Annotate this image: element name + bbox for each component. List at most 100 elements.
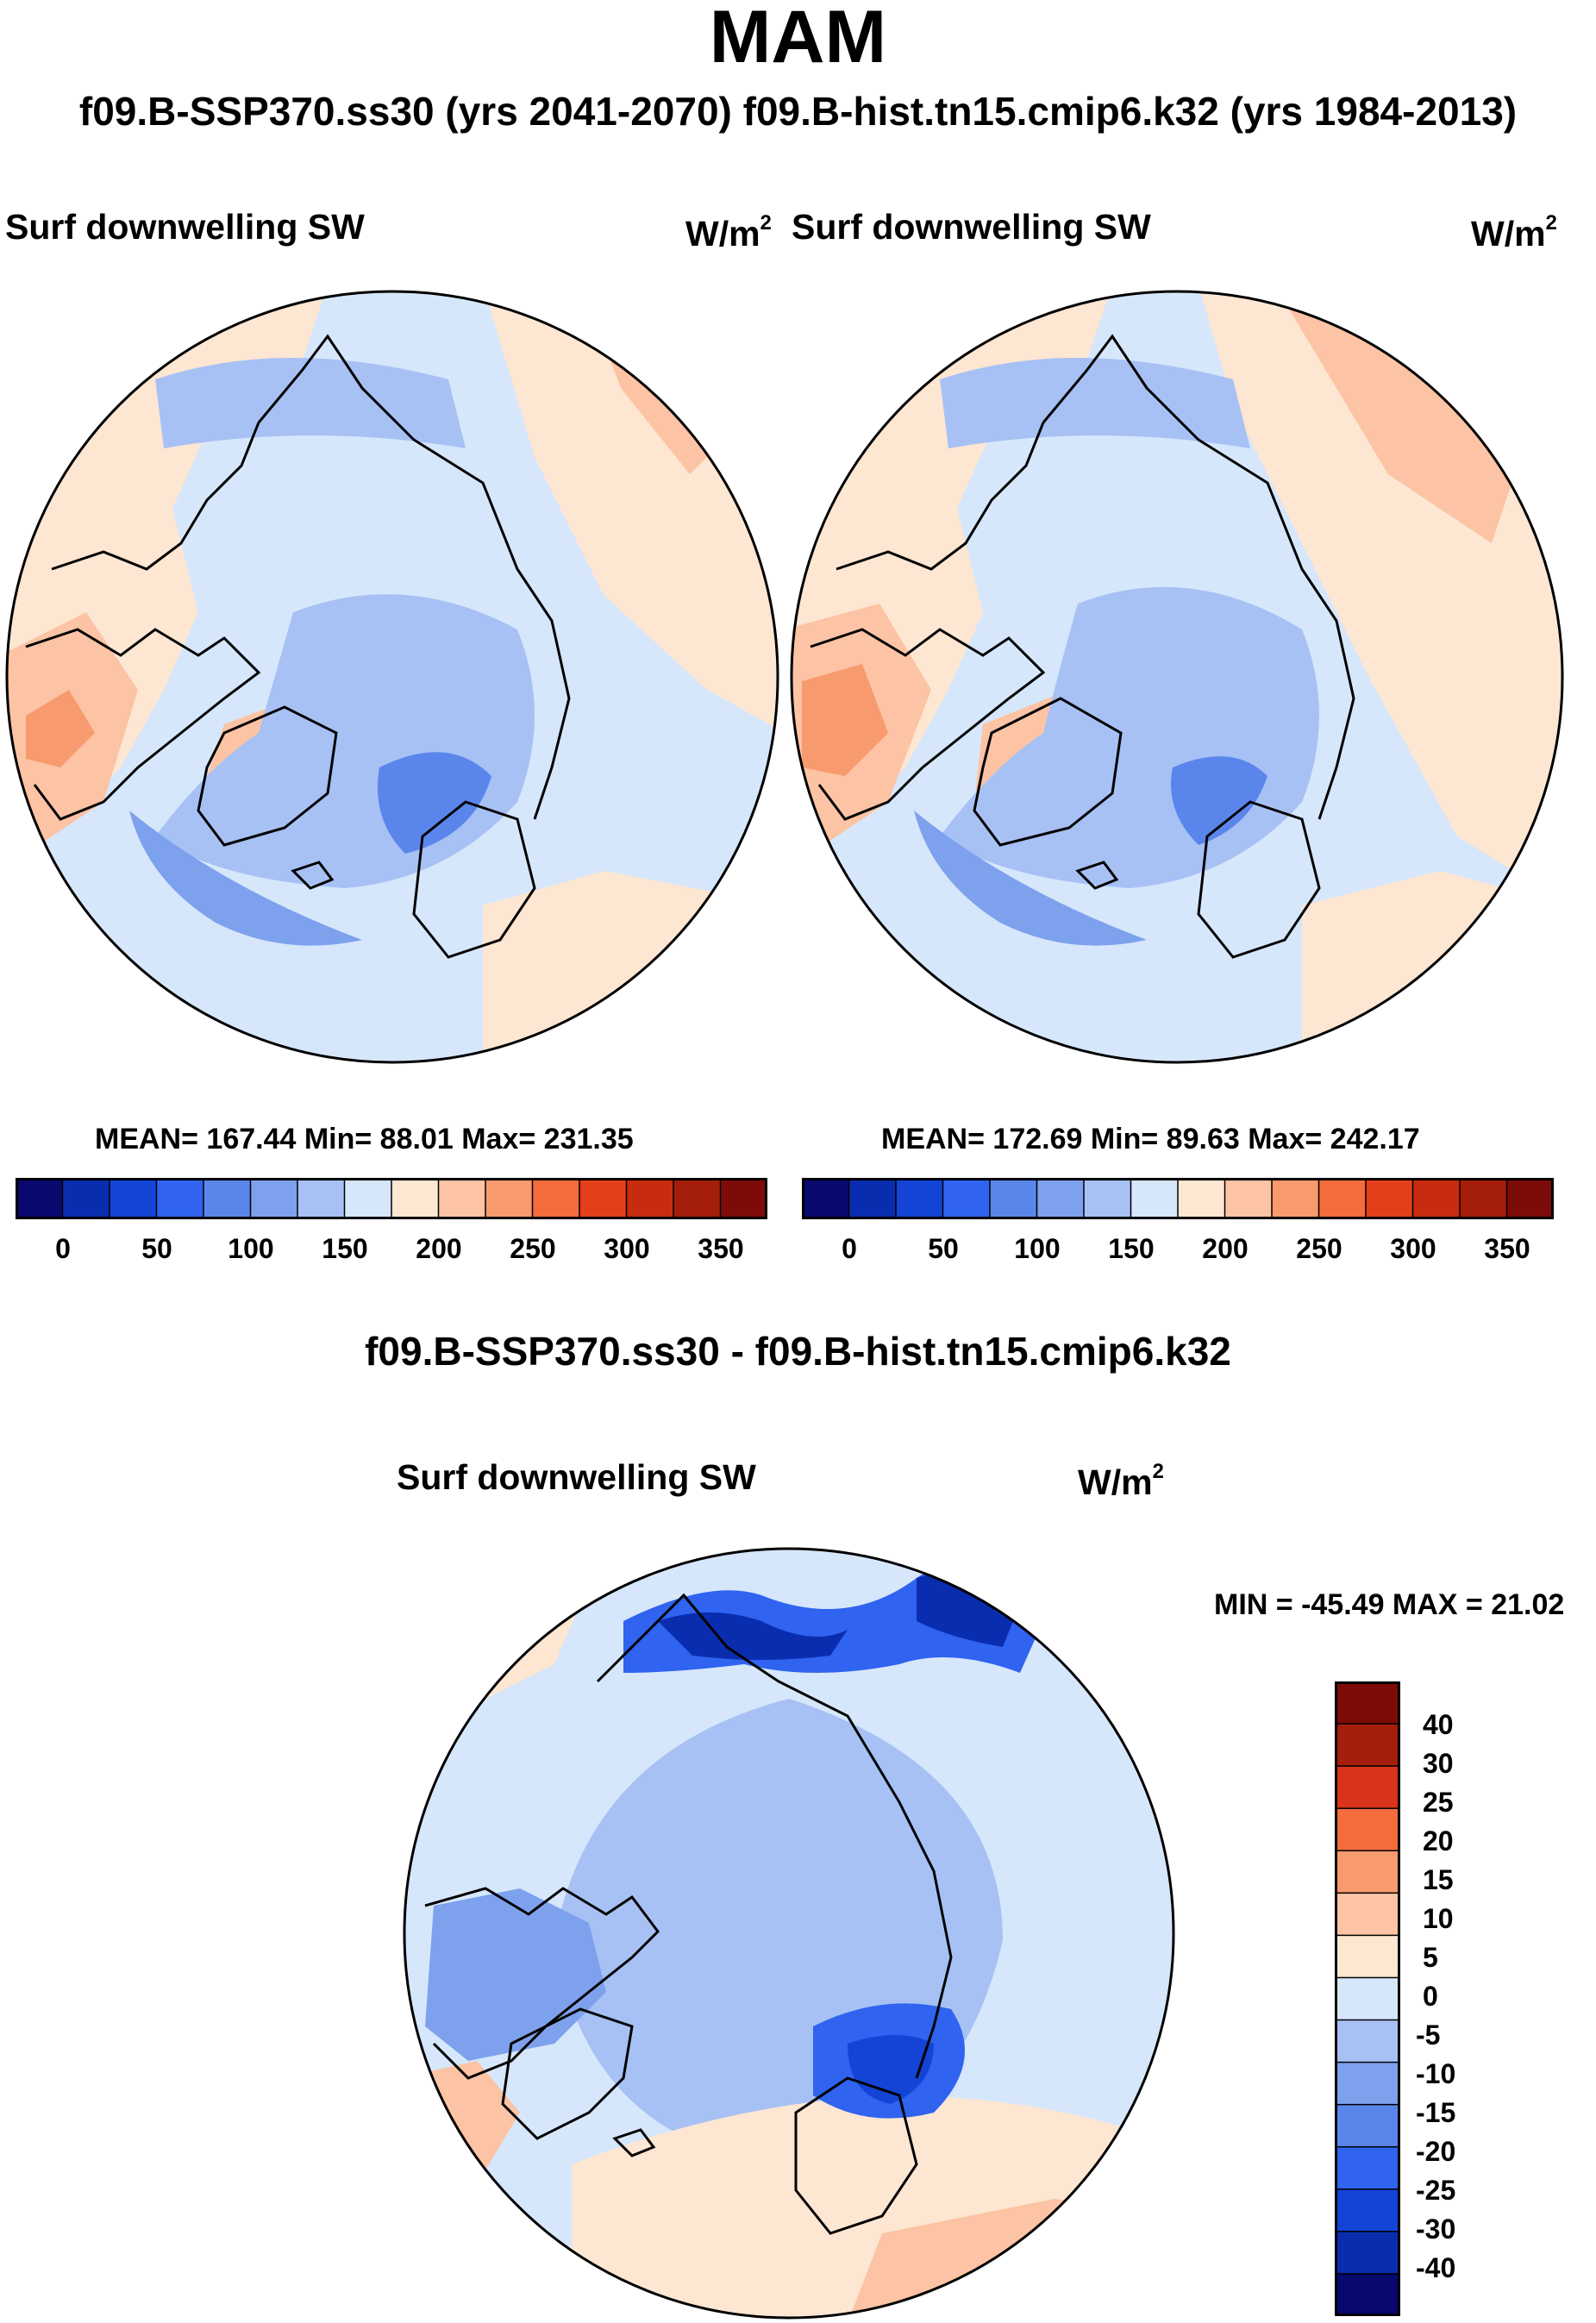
coastline-iceland xyxy=(1075,861,1119,890)
colorbar-cell xyxy=(531,1178,581,1219)
diff-colorbar-cell xyxy=(1335,2145,1400,2191)
coastline-siberia xyxy=(257,334,571,820)
colorbar-cell xyxy=(719,1178,767,1219)
diff-tick-neg20: -20 xyxy=(1416,2136,1456,2167)
difference-title: f09.B-SSP370.ss30 - f09.B-hist.tn15.cmip… xyxy=(365,1329,1231,1374)
left-tick-250: 250 xyxy=(510,1233,556,1264)
right-tick-250: 250 xyxy=(1296,1233,1343,1264)
colorbar-cell xyxy=(895,1178,944,1219)
left-polar-map xyxy=(5,290,779,1064)
colorbar-cell xyxy=(203,1178,252,1219)
left-colorbar xyxy=(16,1178,767,1219)
atlantic-cool-region xyxy=(129,811,362,946)
diff-colorbar-cell xyxy=(1335,1976,1400,2021)
colorbar-cell xyxy=(485,1178,534,1219)
barents-cool-core xyxy=(378,752,491,854)
right-tick-200: 200 xyxy=(1202,1233,1249,1264)
colorbar-cell xyxy=(16,1178,64,1219)
colorbar-cell xyxy=(1505,1178,1554,1219)
diff-tick-neg15: -15 xyxy=(1416,2097,1456,2128)
diff-colorbar-cell xyxy=(1335,2019,1400,2063)
right-panel-units: W/m2 xyxy=(1471,211,1557,254)
diff-tick-25: 25 xyxy=(1423,1787,1454,1818)
coastline-canada xyxy=(25,628,261,821)
diff-tick-neg25: -25 xyxy=(1416,2175,1456,2206)
coastline-canada xyxy=(424,1887,660,2080)
left-tick-150: 150 xyxy=(322,1233,368,1264)
experiment-subtitle: f09.B-SSP370.ss30 (yrs 2041-2070) f09.B-… xyxy=(78,89,1518,134)
diff-colorbar-cell xyxy=(1335,1892,1400,1937)
warm-region-south xyxy=(483,871,778,1062)
coastline-scandinavia xyxy=(794,2076,918,2235)
coastline-scandinavia xyxy=(1197,800,1321,959)
very-strong-negative-north xyxy=(658,1612,848,1660)
diff-colorbar-cell xyxy=(1335,2188,1400,2233)
right-tick-150: 150 xyxy=(1108,1233,1155,1264)
diff-tick-neg40: -40 xyxy=(1416,2252,1456,2283)
diff-tick-10: 10 xyxy=(1423,1903,1454,1934)
coastline-greenland xyxy=(501,2007,634,2140)
colorbar-cell xyxy=(1411,1178,1461,1219)
coastline-iceland xyxy=(291,861,335,890)
left-tick-100: 100 xyxy=(228,1233,274,1264)
coastline-alaska xyxy=(51,422,260,571)
colorbar-cell xyxy=(437,1178,487,1219)
colorbar-cell xyxy=(989,1178,1038,1219)
diff-tick-15: 15 xyxy=(1423,1864,1454,1895)
colorbar-cell xyxy=(343,1178,393,1219)
map-border xyxy=(5,290,779,1064)
left-panel-units: W/m2 xyxy=(685,211,772,254)
difference-variable-label: Surf downwelling SW xyxy=(397,1457,756,1497)
coastline-greenland xyxy=(197,705,338,847)
warm-region-south xyxy=(1302,871,1562,1062)
right-tick-50: 50 xyxy=(928,1233,959,1264)
colorbar-cell xyxy=(1177,1178,1226,1219)
diff-colorbar-cell xyxy=(1335,1807,1400,1852)
colorbar-cell xyxy=(1083,1178,1132,1219)
coastline-siberia xyxy=(596,1593,953,2079)
diff-colorbar-cell xyxy=(1335,2061,1400,2106)
very-strong-negative-barents xyxy=(848,2035,934,2104)
diff-tick-5: 5 xyxy=(1423,1942,1438,1973)
difference-minmax: MIN = -45.49 MAX = 21.02 xyxy=(1214,1588,1565,1621)
right-colorbar xyxy=(802,1178,1554,1219)
colorbar-cell xyxy=(1459,1178,1508,1219)
left-panel-stats: MEAN= 167.44 Min= 88.01 Max= 231.35 xyxy=(95,1123,634,1155)
diff-colorbar-cell xyxy=(1335,1765,1400,1810)
coastline-canada xyxy=(810,628,1046,821)
colorbar-cell xyxy=(1365,1178,1414,1219)
colorbar-cell xyxy=(1224,1178,1274,1219)
hot-spot xyxy=(802,664,888,776)
coastline-greenland xyxy=(973,697,1123,847)
colorbar-cell xyxy=(297,1178,346,1219)
coastline-alaska xyxy=(836,422,1045,571)
colorbar-cell xyxy=(1317,1178,1368,1219)
right-tick-0: 0 xyxy=(842,1233,857,1264)
diff-colorbar-cell xyxy=(1335,1934,1400,1979)
left-tick-50: 50 xyxy=(141,1233,172,1264)
left-tick-300: 300 xyxy=(604,1233,650,1264)
right-tick-350: 350 xyxy=(1484,1233,1530,1264)
diff-tick-40: 40 xyxy=(1423,1709,1454,1740)
hot-spot xyxy=(26,690,95,767)
colorbar-cell xyxy=(848,1178,898,1219)
diff-colorbar-cell xyxy=(1335,2273,1400,2316)
cool-band-north xyxy=(155,358,466,448)
diff-tick-30: 30 xyxy=(1423,1748,1454,1779)
right-polar-map xyxy=(790,290,1564,1064)
colorbar-cell xyxy=(1130,1178,1180,1219)
right-panel-stats: MEAN= 172.69 Min= 89.63 Max= 242.17 xyxy=(881,1123,1420,1155)
colorbar-cell xyxy=(1036,1178,1086,1219)
coastline-siberia xyxy=(1042,334,1355,820)
left-panel-variable-label: Surf downwelling SW xyxy=(5,207,365,247)
diff-colorbar-cell xyxy=(1335,2103,1400,2148)
diff-colorbar-cell xyxy=(1335,2231,1400,2276)
coastline-iceland xyxy=(612,2128,656,2157)
colorbar-cell xyxy=(155,1178,205,1219)
difference-colorbar xyxy=(1335,1681,1400,2316)
diff-tick-neg30: -30 xyxy=(1416,2213,1456,2245)
right-tick-300: 300 xyxy=(1390,1233,1436,1264)
left-tick-0: 0 xyxy=(55,1233,71,1264)
colorbar-cell xyxy=(625,1178,675,1219)
colorbar-cell xyxy=(249,1178,299,1219)
